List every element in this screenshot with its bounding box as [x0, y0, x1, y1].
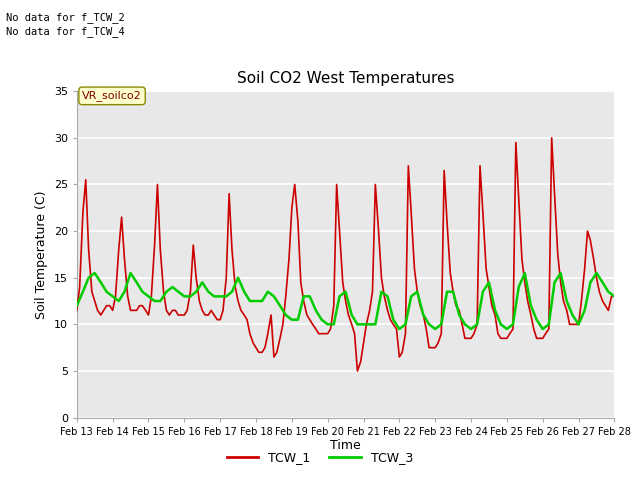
Title: Soil CO2 West Temperatures: Soil CO2 West Temperatures: [237, 71, 454, 86]
Legend: TCW_1, TCW_3: TCW_1, TCW_3: [222, 446, 418, 469]
Text: VR_soilco2: VR_soilco2: [82, 90, 142, 101]
Text: No data for f_TCW_4: No data for f_TCW_4: [6, 26, 125, 37]
X-axis label: Time: Time: [330, 439, 361, 453]
Text: No data for f_TCW_2: No data for f_TCW_2: [6, 12, 125, 23]
Y-axis label: Soil Temperature (C): Soil Temperature (C): [35, 190, 48, 319]
